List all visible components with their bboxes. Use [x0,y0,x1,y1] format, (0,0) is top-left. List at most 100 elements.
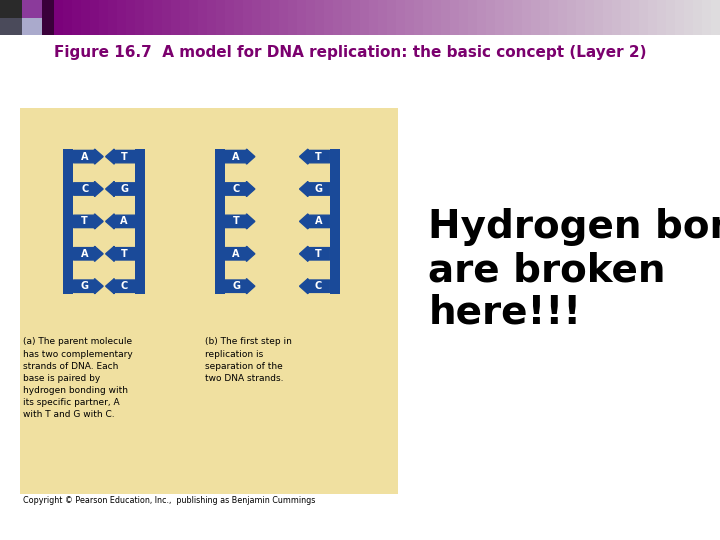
Text: T: T [121,249,127,259]
Bar [0,0,10,35]
Text: T: T [315,249,322,259]
Bar [378,0,387,35]
Bar [360,0,370,35]
Text: A: A [81,249,89,259]
Bar [171,0,181,35]
FancyArrow shape [300,149,330,164]
Bar [486,0,496,35]
Bar [630,0,639,35]
FancyArrow shape [300,214,330,229]
Text: G: G [81,281,89,291]
Bar [549,0,559,35]
Text: A: A [81,152,89,161]
Bar [711,0,720,35]
FancyArrow shape [225,181,255,197]
Bar [405,0,415,35]
Text: G: G [232,281,240,291]
Bar [504,0,513,35]
Bar [666,0,675,35]
FancyArrow shape [73,214,103,229]
Text: C: C [233,184,240,194]
Bar [414,0,423,35]
Text: Copyright © Pearson Education, Inc.,  publishing as Benjamin Cummings: Copyright © Pearson Education, Inc., pub… [23,496,315,505]
Bar [63,0,73,35]
Bar [153,0,163,35]
Bar [477,0,487,35]
Bar [135,0,145,35]
FancyArrow shape [106,181,135,197]
Bar [0,18,22,35]
Bar [657,0,667,35]
FancyArrow shape [300,181,330,197]
Bar [180,0,190,35]
Text: C: C [81,184,89,194]
Text: T: T [81,217,88,226]
Bar [22,18,42,35]
FancyArrow shape [73,181,103,197]
Bar [207,0,217,35]
Bar [0,0,22,18]
FancyArrow shape [73,246,103,261]
Bar [20,108,398,494]
FancyArrow shape [225,279,255,294]
Bar [432,0,441,35]
FancyArrow shape [106,214,135,229]
Bar [215,149,225,294]
Bar [90,0,99,35]
Bar [684,0,693,35]
Bar [135,149,145,294]
Text: T: T [315,152,322,161]
Text: A: A [233,249,240,259]
Bar [513,0,523,35]
FancyArrow shape [73,149,103,164]
Bar [441,0,451,35]
Text: A: A [120,217,128,226]
Bar [54,0,63,35]
Bar [702,0,711,35]
Bar [558,0,567,35]
Bar [351,0,361,35]
Bar [495,0,505,35]
Bar [621,0,631,35]
FancyArrow shape [106,149,135,164]
Bar [330,149,340,294]
Bar [261,0,271,35]
Text: Hydrogen bonds
are broken
here!!!: Hydrogen bonds are broken here!!! [428,208,720,332]
FancyArrow shape [225,214,255,229]
Bar [243,0,253,35]
Bar [126,0,135,35]
Bar [81,0,91,35]
Bar [396,0,406,35]
Text: T: T [121,152,127,161]
Bar [45,0,55,35]
Text: G: G [120,184,128,194]
Bar [576,0,585,35]
Text: T: T [233,217,240,226]
Bar [72,0,82,35]
Bar [603,0,613,35]
FancyArrow shape [73,279,103,294]
Bar [162,0,172,35]
FancyArrow shape [106,279,135,294]
Bar [198,0,208,35]
Bar [270,0,280,35]
Bar [648,0,657,35]
Bar [468,0,478,35]
Bar [540,0,550,35]
Bar [99,0,109,35]
Bar [639,0,649,35]
Bar [144,0,154,35]
Bar [594,0,603,35]
Text: C: C [120,281,127,291]
Bar [288,0,298,35]
Bar [189,0,199,35]
Bar [459,0,469,35]
Bar [567,0,577,35]
Bar [279,0,289,35]
Bar [387,0,397,35]
Text: A: A [233,152,240,161]
Bar [675,0,685,35]
Text: (a) The parent molecule
has two complementary
strands of DNA. Each
base is paire: (a) The parent molecule has two compleme… [23,338,132,420]
FancyArrow shape [225,149,255,164]
Text: G: G [314,184,323,194]
